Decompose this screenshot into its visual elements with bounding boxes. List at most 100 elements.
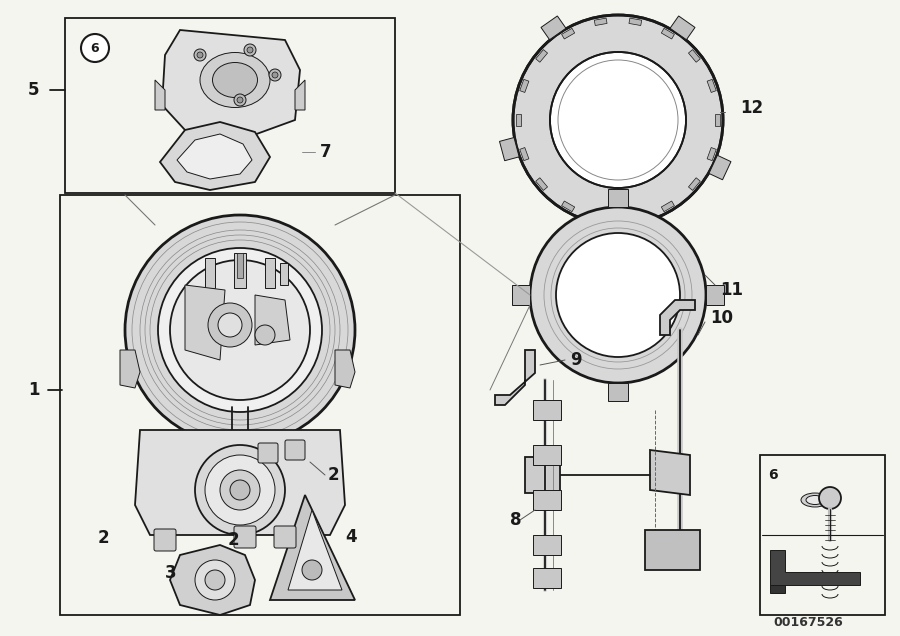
Circle shape: [237, 97, 243, 103]
Polygon shape: [516, 114, 521, 126]
Polygon shape: [541, 16, 566, 39]
Polygon shape: [519, 80, 529, 92]
Text: 8: 8: [510, 511, 521, 529]
Circle shape: [158, 248, 322, 412]
Circle shape: [244, 44, 256, 56]
Circle shape: [819, 487, 841, 509]
FancyBboxPatch shape: [234, 526, 256, 548]
Text: 10: 10: [710, 309, 733, 327]
Bar: [237, 253, 243, 278]
Polygon shape: [670, 16, 695, 39]
Polygon shape: [120, 350, 140, 388]
Circle shape: [195, 560, 235, 600]
Text: 3: 3: [165, 564, 176, 582]
Polygon shape: [707, 148, 716, 161]
Polygon shape: [255, 295, 290, 345]
Polygon shape: [500, 137, 519, 161]
Circle shape: [208, 303, 252, 347]
Text: 2: 2: [328, 466, 339, 484]
Ellipse shape: [212, 62, 257, 97]
Text: 6: 6: [91, 41, 99, 55]
Bar: [205, 258, 215, 288]
Polygon shape: [706, 285, 724, 305]
Text: 7: 7: [320, 143, 331, 161]
Polygon shape: [594, 214, 608, 222]
Polygon shape: [608, 383, 628, 401]
Circle shape: [513, 15, 723, 225]
Circle shape: [530, 207, 706, 383]
Bar: [645, 530, 700, 570]
Bar: [280, 263, 288, 285]
Text: 2: 2: [98, 529, 110, 547]
Polygon shape: [177, 134, 252, 179]
Text: 00167526: 00167526: [773, 616, 842, 628]
Polygon shape: [512, 285, 530, 305]
Text: 11: 11: [720, 281, 743, 299]
Circle shape: [81, 34, 109, 62]
Circle shape: [194, 49, 206, 61]
Circle shape: [302, 560, 322, 580]
Polygon shape: [536, 177, 547, 190]
Circle shape: [220, 470, 260, 510]
Polygon shape: [335, 350, 355, 388]
Bar: [770, 585, 785, 593]
Bar: [60, 195, 460, 615]
Polygon shape: [135, 430, 345, 535]
Circle shape: [205, 455, 275, 525]
Polygon shape: [709, 155, 731, 180]
FancyBboxPatch shape: [285, 440, 305, 460]
Text: 5: 5: [28, 81, 40, 99]
Circle shape: [234, 94, 246, 106]
Text: 2: 2: [228, 531, 239, 549]
Circle shape: [197, 52, 203, 58]
Polygon shape: [185, 285, 225, 360]
Bar: [533, 400, 561, 420]
Bar: [760, 455, 885, 615]
Polygon shape: [594, 18, 608, 25]
Polygon shape: [662, 29, 674, 39]
FancyBboxPatch shape: [258, 443, 278, 463]
Polygon shape: [707, 80, 716, 92]
Circle shape: [125, 215, 355, 445]
Polygon shape: [629, 214, 642, 222]
Circle shape: [218, 313, 242, 337]
Circle shape: [550, 52, 686, 188]
Polygon shape: [525, 457, 560, 493]
Bar: [265, 258, 275, 288]
Polygon shape: [162, 30, 300, 140]
Circle shape: [255, 325, 275, 345]
FancyBboxPatch shape: [274, 526, 296, 548]
Polygon shape: [608, 189, 628, 207]
Polygon shape: [650, 450, 690, 495]
Text: 9: 9: [570, 351, 581, 369]
Polygon shape: [495, 350, 535, 405]
Ellipse shape: [806, 495, 824, 504]
Circle shape: [195, 445, 285, 535]
Polygon shape: [536, 50, 547, 62]
Polygon shape: [562, 29, 575, 39]
Polygon shape: [155, 80, 165, 110]
Polygon shape: [688, 50, 700, 62]
Polygon shape: [562, 201, 575, 212]
Polygon shape: [688, 177, 700, 190]
Ellipse shape: [801, 493, 829, 507]
Polygon shape: [660, 300, 695, 335]
Bar: [533, 490, 561, 510]
Text: 12: 12: [740, 99, 763, 117]
Polygon shape: [270, 495, 355, 600]
Polygon shape: [662, 201, 674, 212]
Bar: [533, 535, 561, 555]
Bar: [533, 445, 561, 465]
Bar: [234, 253, 246, 288]
Polygon shape: [288, 510, 342, 590]
Circle shape: [272, 72, 278, 78]
Text: 1: 1: [28, 381, 40, 399]
Polygon shape: [519, 148, 529, 161]
Polygon shape: [715, 114, 720, 126]
Ellipse shape: [200, 53, 270, 107]
Text: 6: 6: [768, 468, 778, 482]
Circle shape: [170, 260, 310, 400]
Circle shape: [556, 233, 680, 357]
Text: 4: 4: [345, 528, 356, 546]
Polygon shape: [629, 18, 642, 25]
